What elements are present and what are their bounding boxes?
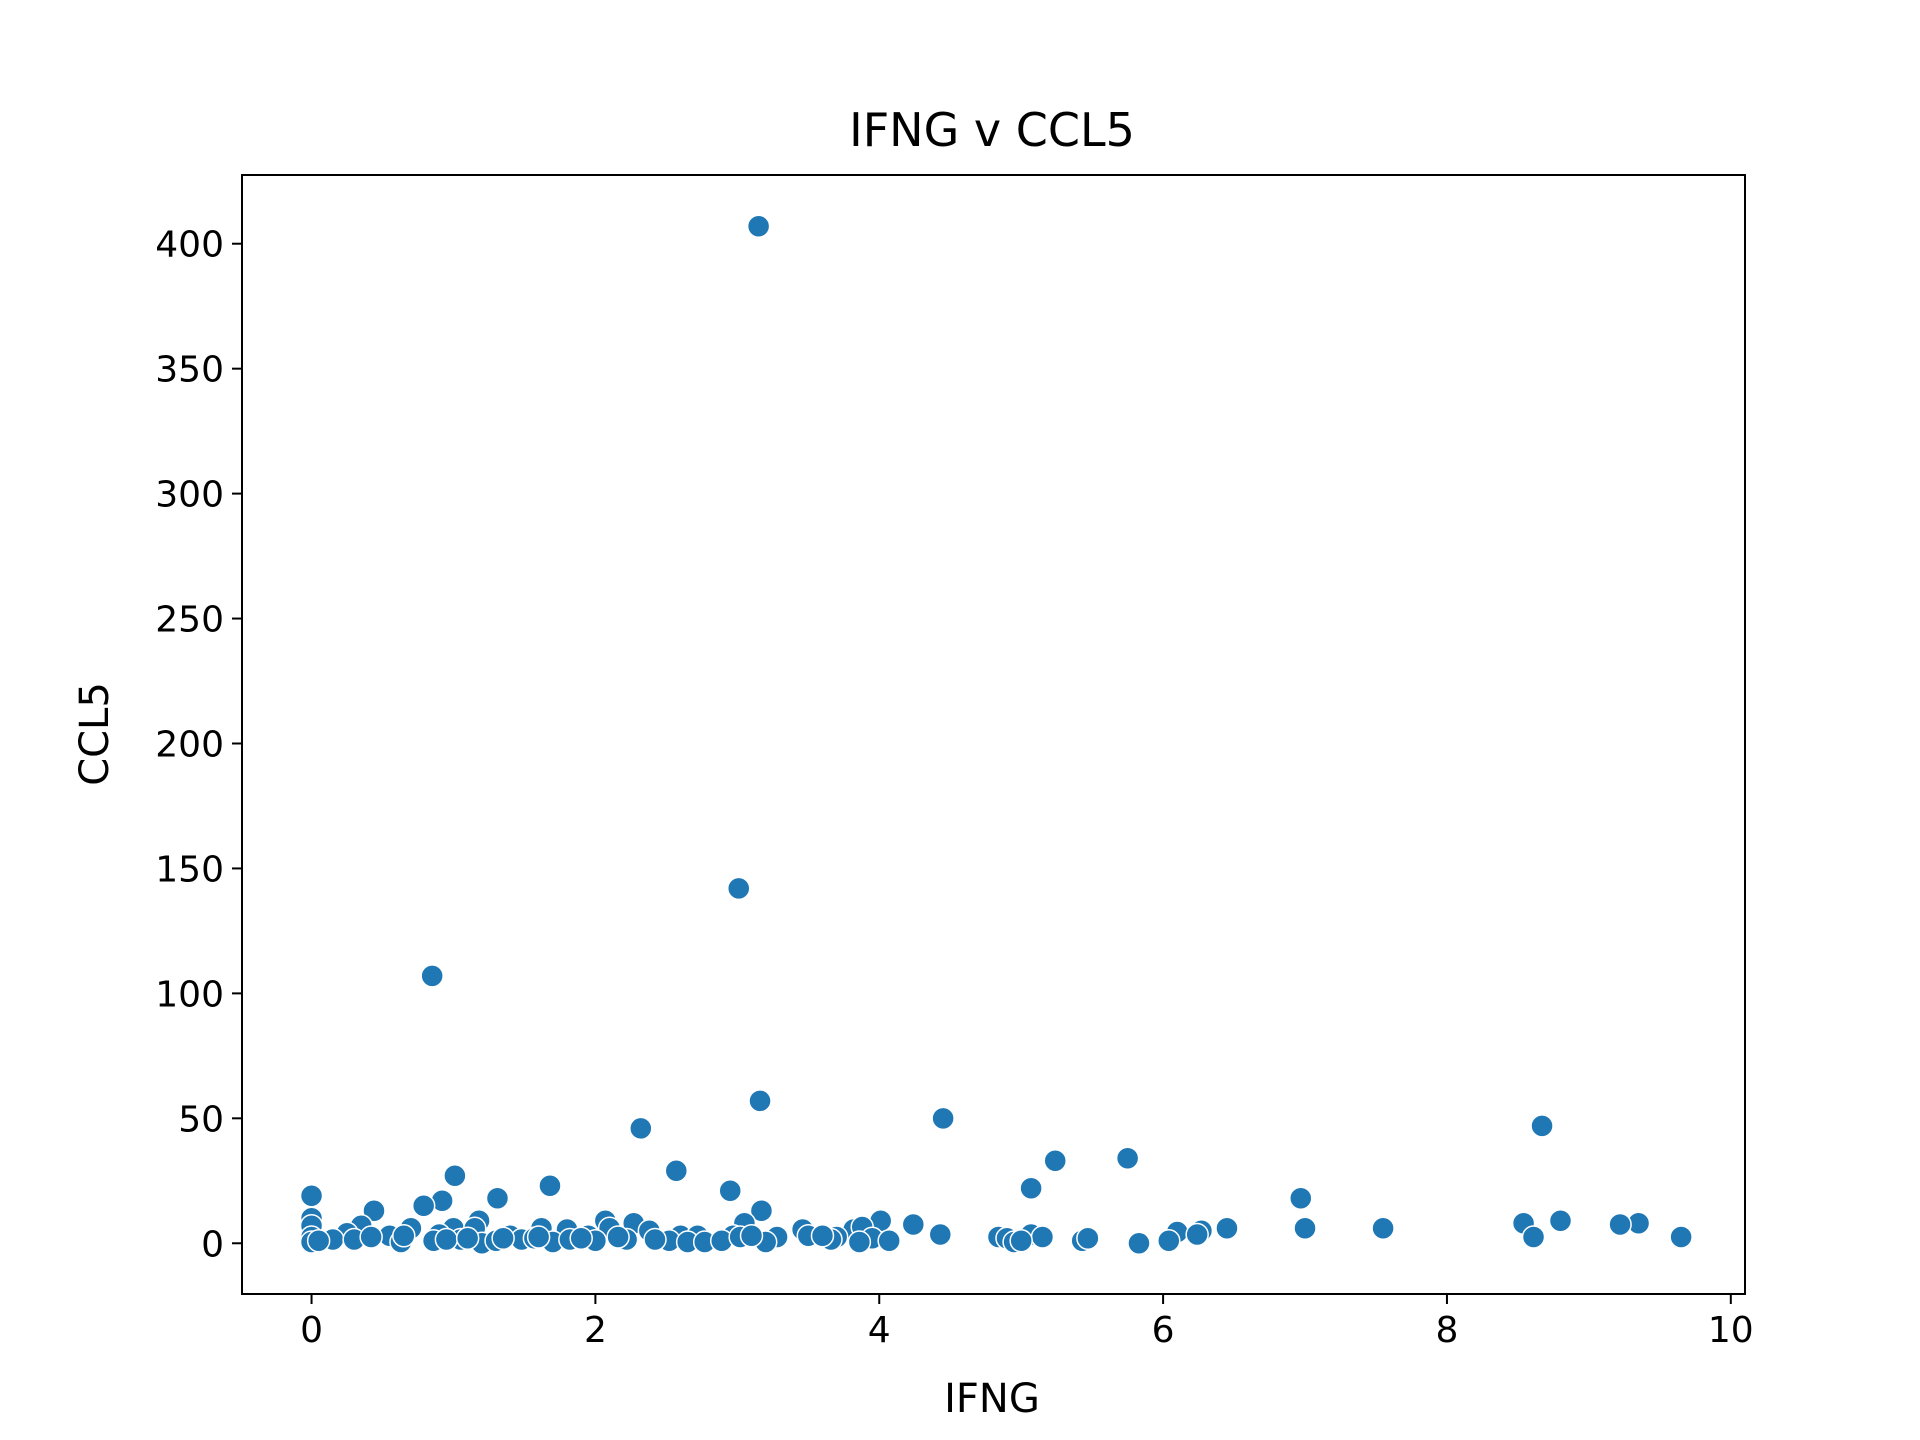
data-point — [643, 1227, 667, 1252]
data-point — [1608, 1212, 1632, 1237]
y-tick-label: 300 — [155, 475, 224, 516]
data-point — [1076, 1226, 1100, 1251]
data-point — [485, 1186, 510, 1211]
data-point — [739, 1224, 764, 1248]
y-tick-label: 150 — [155, 849, 224, 890]
data-point — [420, 964, 444, 988]
x-axis-ticks: 0 2 4 6 8 10 — [300, 1294, 1754, 1351]
y-tick-label: 250 — [155, 600, 224, 641]
y-tick-label: 100 — [155, 974, 224, 1015]
data-point — [1521, 1225, 1546, 1249]
data-point — [491, 1226, 515, 1251]
data-point — [810, 1224, 835, 1248]
x-axis-label: IFNG — [944, 1376, 1040, 1422]
data-point — [718, 1179, 742, 1203]
data-point — [1127, 1231, 1151, 1256]
data-point — [1548, 1209, 1573, 1233]
x-tick-label: 8 — [1436, 1310, 1459, 1351]
x-tick-label: 2 — [584, 1310, 607, 1351]
data-point — [359, 1225, 383, 1249]
data-point — [606, 1225, 630, 1249]
data-point — [746, 214, 771, 238]
plot-frame — [241, 174, 1746, 1295]
data-point — [901, 1212, 926, 1237]
data-point — [931, 1106, 955, 1131]
y-axis-label: CCL5 — [72, 682, 118, 786]
data-point — [443, 1164, 467, 1188]
data-point — [629, 1116, 653, 1141]
data-point — [1043, 1149, 1067, 1173]
data-point — [928, 1222, 953, 1247]
data-point — [1371, 1216, 1395, 1241]
data-point — [306, 1229, 331, 1253]
data-point — [749, 1199, 774, 1223]
chart-title: IFNG v CCL5 — [849, 103, 1135, 157]
data-point — [664, 1159, 689, 1183]
data-points — [299, 214, 1693, 1256]
y-tick-label: 50 — [178, 1099, 224, 1140]
x-tick-label: 6 — [1152, 1310, 1175, 1351]
data-point — [455, 1226, 480, 1251]
y-axis-ticks: 0 50 100 150 200 250 300 350 400 — [155, 225, 242, 1265]
data-point — [748, 1089, 772, 1113]
data-point — [1115, 1146, 1140, 1171]
data-point — [847, 1230, 872, 1254]
y-tick-label: 200 — [155, 724, 224, 765]
data-point — [1185, 1222, 1209, 1247]
data-point — [299, 1184, 324, 1208]
data-point — [411, 1194, 436, 1218]
y-tick-label: 350 — [155, 350, 224, 391]
data-point — [1293, 1216, 1317, 1241]
data-point — [726, 876, 751, 901]
data-point — [526, 1225, 551, 1249]
data-point — [1669, 1225, 1693, 1249]
y-tick-label: 400 — [155, 225, 224, 266]
data-point — [569, 1226, 593, 1251]
x-tick-label: 4 — [868, 1310, 891, 1351]
x-tick-label: 10 — [1708, 1310, 1754, 1351]
data-point — [1215, 1216, 1239, 1241]
data-point — [392, 1224, 416, 1248]
data-point — [1289, 1186, 1313, 1211]
data-point — [1009, 1229, 1033, 1253]
data-point — [362, 1199, 386, 1223]
data-point — [1019, 1176, 1043, 1201]
data-point — [877, 1229, 901, 1253]
data-point — [538, 1174, 562, 1198]
data-point — [1530, 1114, 1554, 1138]
y-tick-label: 0 — [201, 1224, 224, 1265]
data-point — [1157, 1229, 1181, 1253]
x-tick-label: 0 — [300, 1310, 323, 1351]
data-point — [1030, 1225, 1055, 1249]
data-point — [434, 1227, 459, 1252]
